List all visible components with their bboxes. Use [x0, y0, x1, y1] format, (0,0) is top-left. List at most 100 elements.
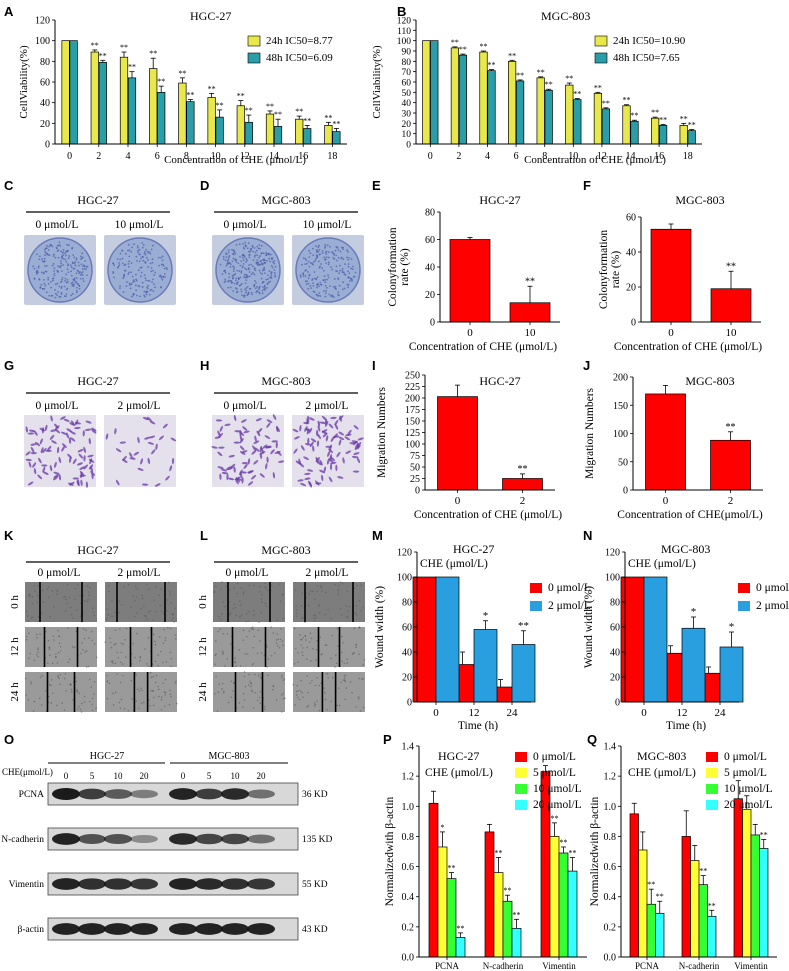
- cell-texture: [358, 626, 361, 628]
- colony: [45, 264, 48, 267]
- colony: [347, 276, 350, 279]
- colony: [38, 278, 41, 281]
- y-axis-label: Wound width (%): [583, 586, 595, 668]
- colony: [64, 279, 66, 282]
- migrated-cell: [51, 440, 57, 444]
- blot-band: [130, 789, 158, 799]
- cell-texture: [41, 612, 43, 614]
- cell-texture: [260, 611, 262, 614]
- migrated-cell: [30, 452, 37, 455]
- colony: [224, 271, 227, 274]
- colony: [310, 287, 313, 289]
- colony: [219, 263, 222, 266]
- migrated-cell: [338, 436, 345, 441]
- migrated-cell: [58, 474, 62, 481]
- cell-texture: [32, 710, 35, 713]
- cell-texture: [57, 651, 60, 654]
- migrated-cell: [74, 426, 81, 430]
- cell-texture: [146, 663, 148, 665]
- migrated-cell: [115, 448, 122, 453]
- cell-texture: [311, 590, 314, 593]
- cell-texture: [282, 593, 284, 596]
- colony: [320, 263, 322, 265]
- cell-texture: [109, 637, 111, 639]
- cell-texture: [58, 642, 61, 644]
- colony: [242, 259, 245, 262]
- cell-texture: [162, 612, 165, 615]
- colony: [53, 270, 55, 272]
- migrated-cell: [240, 471, 247, 474]
- y-tick-label: 20: [40, 119, 50, 130]
- colony: [235, 243, 238, 246]
- colony: [75, 281, 78, 284]
- significance-label: **: [525, 276, 535, 287]
- chart-a: HGC-27** **************************** ****…: [18, 9, 347, 166]
- colony: [35, 271, 38, 274]
- colony: [243, 276, 245, 278]
- bar: [473, 629, 498, 703]
- cell-texture: [160, 588, 162, 591]
- cell-texture: [222, 601, 225, 603]
- cell-texture: [259, 585, 261, 588]
- cell-texture: [110, 646, 113, 649]
- migrated-cell: [234, 430, 241, 433]
- y-tick-label: 100: [405, 440, 420, 451]
- cell-texture: [240, 587, 243, 589]
- colony: [232, 270, 235, 273]
- colony: [153, 283, 155, 286]
- y-tick-label: 0.0: [604, 953, 617, 964]
- colony: [225, 256, 228, 259]
- cell-texture: [111, 599, 113, 602]
- cell-texture: [27, 594, 30, 596]
- cell-texture: [220, 588, 222, 590]
- colony: [339, 269, 341, 272]
- colony: [147, 266, 150, 268]
- colony: [240, 283, 243, 285]
- y-tick-label: 30: [402, 110, 412, 120]
- colony: [312, 282, 315, 285]
- migrated-cell: [257, 428, 263, 434]
- colony: [268, 270, 271, 273]
- migrated-cell: [114, 428, 117, 435]
- colony: [316, 276, 319, 279]
- y-tick-label: 150: [405, 417, 420, 428]
- cell-texture: [263, 654, 266, 657]
- colony: [315, 257, 317, 260]
- migrated-cell: [247, 458, 251, 465]
- x-tick-label: 8: [184, 151, 189, 162]
- cell-texture: [355, 604, 358, 607]
- x-tick-label: 10: [726, 327, 738, 339]
- cell-texture: [222, 633, 225, 635]
- legend-swatch: [515, 752, 527, 762]
- migrated-cell: [83, 464, 89, 470]
- colony: [121, 257, 124, 260]
- cell-texture: [338, 704, 341, 707]
- cell-texture: [256, 652, 259, 655]
- cell-texture: [67, 661, 70, 663]
- colony: [258, 288, 260, 291]
- cell-texture: [87, 665, 90, 668]
- y-tick-label: 110: [397, 27, 411, 37]
- colony: [321, 250, 324, 252]
- colony: [161, 278, 164, 281]
- colony: [122, 277, 125, 280]
- y-tick-label: 20: [610, 673, 620, 684]
- colony: [329, 285, 331, 288]
- migrated-cell: [83, 455, 86, 462]
- colony: [233, 268, 235, 271]
- cell-texture: [348, 605, 350, 608]
- colony: [335, 269, 337, 272]
- time-label: 24 h: [9, 682, 21, 702]
- colony: [57, 291, 60, 293]
- cell-texture: [164, 678, 167, 681]
- bar: [186, 101, 195, 145]
- bar: [515, 80, 525, 145]
- significance-label: **: [237, 92, 245, 101]
- migrated-cell: [304, 426, 308, 432]
- cell-texture: [249, 680, 251, 683]
- migrated-cell: [274, 451, 281, 454]
- colony: [254, 279, 256, 282]
- colony: [145, 279, 147, 282]
- bar: [437, 396, 478, 491]
- colony: [261, 281, 264, 284]
